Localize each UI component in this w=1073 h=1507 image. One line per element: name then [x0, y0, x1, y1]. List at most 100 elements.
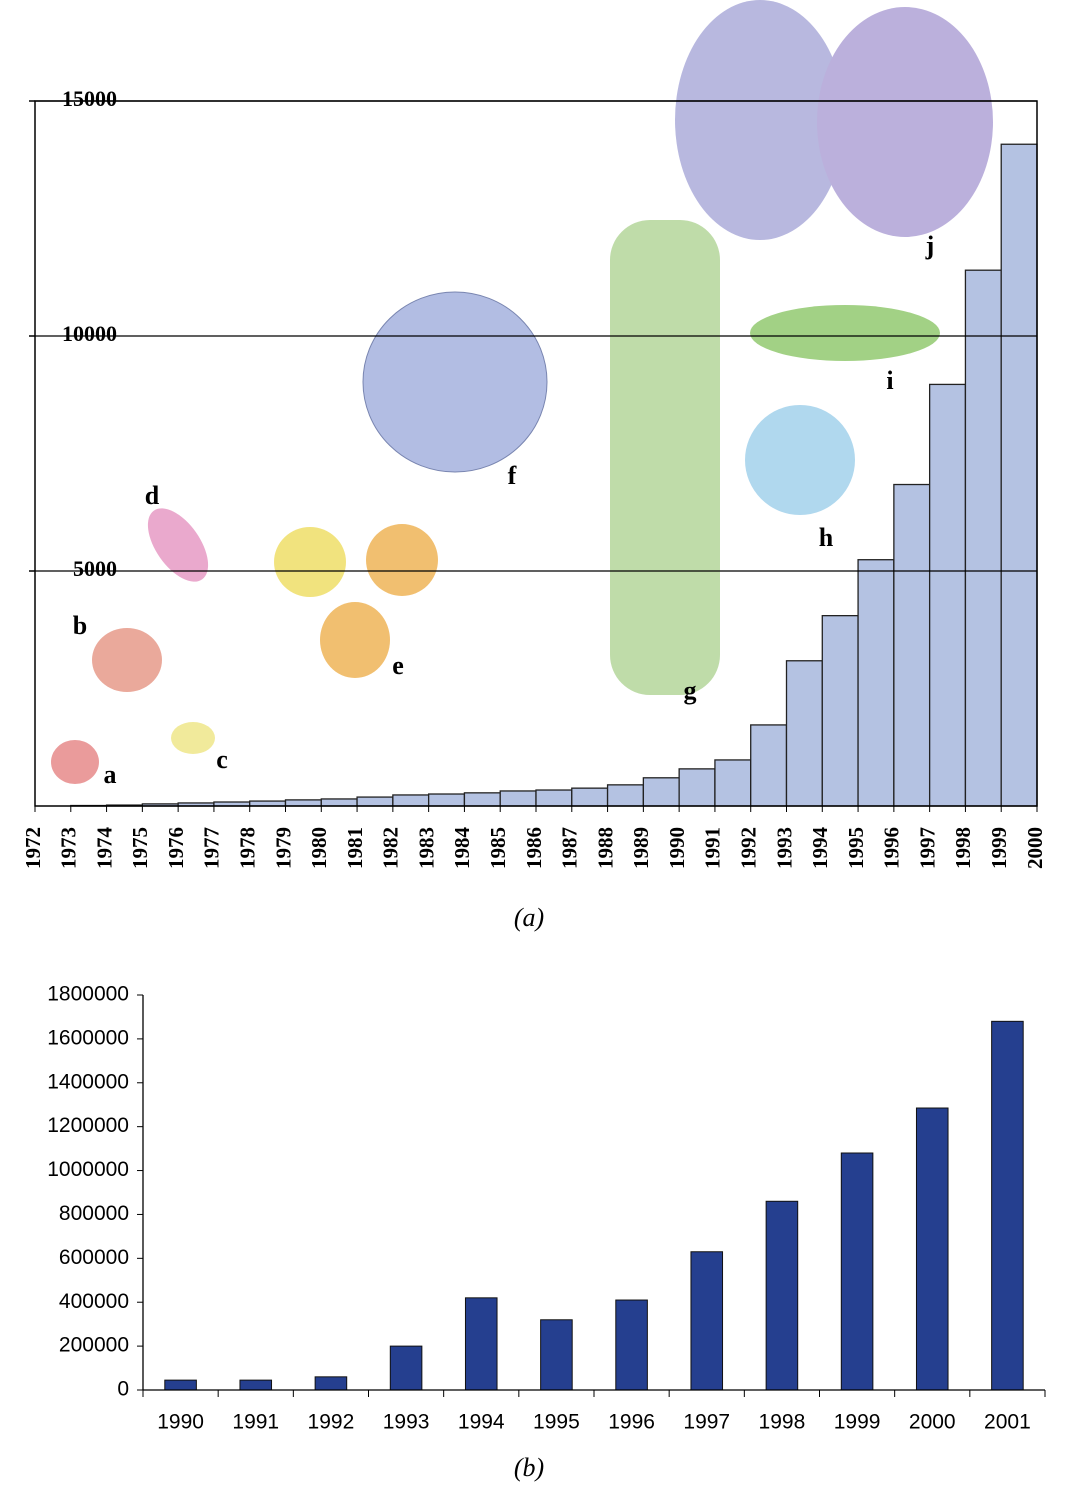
bar: [392, 794, 430, 807]
x-tick-label: 1995: [533, 1411, 580, 1434]
bar: [320, 798, 358, 807]
x-tick-label: 1985: [486, 827, 510, 869]
x-tick-label: 1982: [379, 827, 403, 869]
x-tick-label: 1979: [271, 827, 295, 869]
annotation: g: [684, 676, 697, 705]
x-tick-label: 1992: [308, 1411, 355, 1434]
x-tick-label: 1998: [759, 1411, 806, 1434]
bar: [750, 724, 788, 807]
bar: [893, 483, 931, 807]
x-tick-label: 2000: [909, 1411, 956, 1434]
x-tick-label: 1997: [915, 827, 939, 869]
bar: [463, 792, 501, 807]
x-tick-label: 1986: [522, 827, 546, 869]
x-tick-label: 1993: [772, 827, 796, 869]
x-tick-label: 1994: [458, 1411, 505, 1434]
bar: [1000, 143, 1038, 807]
y-tick-label: 5000: [73, 556, 117, 581]
annotation: a: [104, 760, 117, 789]
annotation: j: [925, 231, 935, 260]
x-tick-label: 1989: [629, 827, 653, 869]
bar: [239, 1379, 273, 1391]
bar: [535, 789, 573, 807]
x-tick-label: 1987: [558, 827, 582, 869]
x-tick-label: 1988: [593, 827, 617, 869]
bar: [964, 269, 1002, 807]
bar: [821, 615, 859, 807]
protein-d: [147, 508, 209, 582]
bar: [840, 1152, 874, 1391]
y-tick-label: 1400000: [47, 1070, 129, 1093]
x-tick-label: 1996: [608, 1411, 655, 1434]
x-tick-label: 1991: [232, 1411, 279, 1434]
x-tick-label: 2001: [984, 1411, 1031, 1434]
x-tick-label: 1984: [450, 827, 474, 870]
annotation: b: [73, 611, 87, 640]
protein-c: [171, 722, 215, 754]
bar: [464, 1297, 498, 1391]
annotation: i: [886, 366, 893, 395]
y-tick-label: 1800000: [47, 983, 129, 1006]
x-tick-label: 1972: [21, 827, 45, 869]
bar: [615, 1299, 648, 1391]
y-tick-label: 800000: [59, 1202, 129, 1225]
protein-j2: [817, 7, 993, 237]
x-tick-label: 1992: [737, 827, 761, 869]
x-tick-label: 1995: [844, 827, 868, 869]
bar: [690, 1251, 724, 1391]
x-tick-label: 1980: [307, 827, 331, 869]
y-tick-label: 1200000: [47, 1114, 129, 1137]
annotation: d: [145, 481, 160, 510]
bar: [284, 799, 322, 807]
x-tick-label: 1993: [383, 1411, 430, 1434]
x-tick-label: 1975: [128, 827, 152, 869]
caption: (a): [514, 903, 544, 932]
bar: [389, 1345, 423, 1391]
x-tick-label: 1996: [880, 827, 904, 869]
x-tick-label: 1997: [683, 1411, 730, 1434]
protein-g: [610, 220, 720, 695]
protein-b: [92, 628, 162, 692]
annotation: c: [216, 745, 228, 774]
protein-j1: [675, 0, 845, 240]
protein-f: [362, 291, 548, 473]
bar: [164, 1379, 197, 1391]
bar: [427, 793, 466, 807]
y-tick-label: 1000000: [47, 1158, 129, 1181]
x-tick-label: 1976: [164, 827, 188, 869]
bar: [678, 768, 716, 807]
bar: [356, 796, 394, 807]
annotation: f: [508, 461, 517, 490]
protein-a: [51, 740, 99, 784]
bar: [714, 759, 752, 807]
y-tick-label: 10000: [62, 321, 117, 346]
protein-e: [274, 524, 438, 678]
y-tick-label: 15000: [62, 86, 117, 111]
bar: [314, 1376, 348, 1391]
x-tick-label: 1999: [987, 827, 1011, 869]
bar: [765, 1200, 799, 1391]
annotation: e: [392, 651, 404, 680]
x-tick-label: 1981: [343, 827, 367, 869]
x-tick-label: 1999: [834, 1411, 881, 1434]
bar: [785, 660, 823, 807]
bar: [915, 1107, 949, 1391]
bar: [571, 787, 609, 807]
x-tick-label: 1994: [808, 827, 832, 870]
x-tick-label: 1990: [157, 1411, 204, 1434]
x-tick-label: 1974: [92, 827, 116, 870]
bar: [606, 784, 645, 807]
y-tick-label: 1600000: [47, 1026, 129, 1049]
x-tick-label: 1990: [665, 827, 689, 869]
x-tick-label: 1991: [701, 827, 725, 869]
x-tick-label: 1977: [200, 827, 224, 869]
protein-h: [745, 405, 855, 515]
bar: [499, 790, 537, 807]
bar: [928, 383, 967, 807]
caption: (b): [514, 1453, 544, 1482]
annotation: h: [819, 523, 834, 552]
x-tick-label: 1998: [951, 827, 975, 869]
x-tick-label: 1973: [57, 827, 81, 869]
y-tick-label: 600000: [59, 1246, 129, 1269]
